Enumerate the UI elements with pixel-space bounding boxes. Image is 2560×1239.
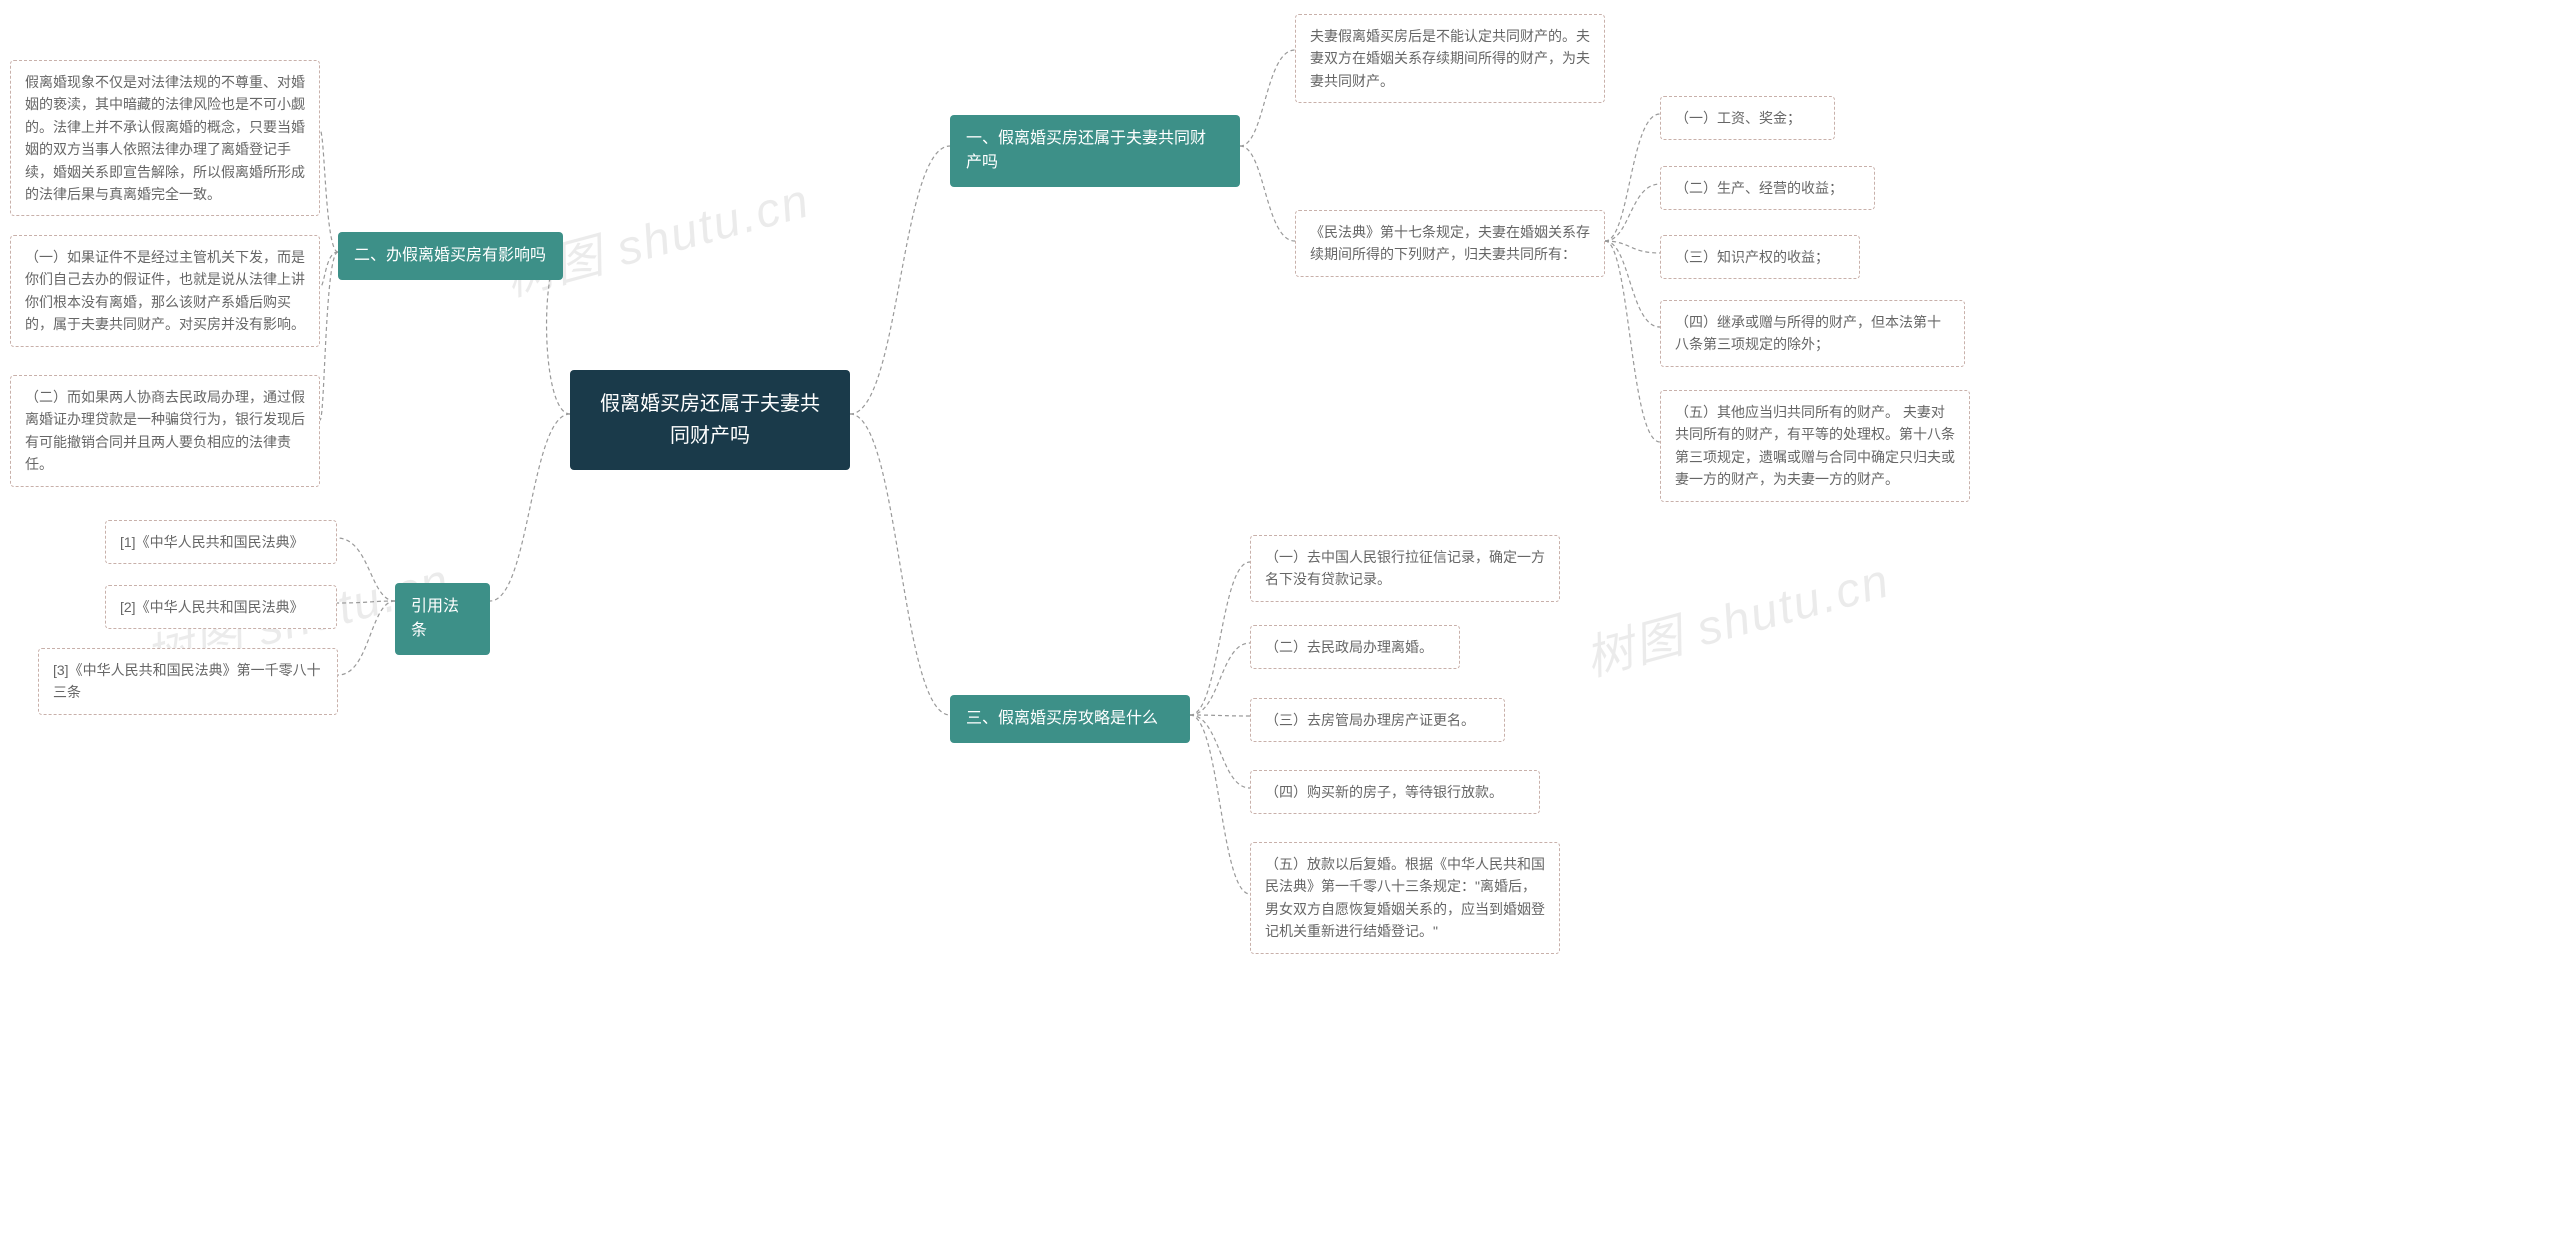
branch-section-3[interactable]: 三、假离婚买房攻略是什么: [950, 695, 1190, 743]
branch-section-1[interactable]: 一、假离婚买房还属于夫妻共同财产吗: [950, 115, 1240, 187]
leaf-b4-c3[interactable]: [3]《中华人民共和国民法典》第一千零八十三条: [38, 648, 338, 715]
leaf-b2-c2[interactable]: （一）如果证件不是经过主管机关下发，而是你们自己去办的假证件，也就是说从法律上讲…: [10, 235, 320, 347]
connector-layer: [0, 0, 2560, 1239]
leaf-b1-c2-d[interactable]: （四）继承或赠与所得的财产，但本法第十八条第三项规定的除外；: [1660, 300, 1965, 367]
leaf-b1-c2-b[interactable]: （二）生产、经营的收益；: [1660, 166, 1875, 210]
leaf-b1-c2-e[interactable]: （五）其他应当归共同所有的财产。 夫妻对共同所有的财产，有平等的处理权。第十八条…: [1660, 390, 1970, 502]
leaf-b3-c5[interactable]: （五）放款以后复婚。根据《中华人民共和国民法典》第一千零八十三条规定："离婚后，…: [1250, 842, 1560, 954]
leaf-b1-c2[interactable]: 《民法典》第十七条规定，夫妻在婚姻关系存续期间所得的下列财产，归夫妻共同所有：: [1295, 210, 1605, 277]
leaf-b1-c2-c[interactable]: （三）知识产权的收益；: [1660, 235, 1860, 279]
leaf-b2-c3[interactable]: （二）而如果两人协商去民政局办理，通过假离婚证办理贷款是一种骗贷行为，银行发现后…: [10, 375, 320, 487]
branch-section-2[interactable]: 二、办假离婚买房有影响吗: [338, 232, 563, 280]
branch-references[interactable]: 引用法条: [395, 583, 490, 655]
leaf-b3-c4[interactable]: （四）购买新的房子，等待银行放款。: [1250, 770, 1540, 814]
leaf-b3-c2[interactable]: （二）去民政局办理离婚。: [1250, 625, 1460, 669]
leaf-b3-c1[interactable]: （一）去中国人民银行拉征信记录，确定一方名下没有贷款记录。: [1250, 535, 1560, 602]
watermark: 树图 shutu.cn: [1576, 541, 1896, 690]
leaf-b1-c2-a[interactable]: （一）工资、奖金；: [1660, 96, 1835, 140]
root-node[interactable]: 假离婚买房还属于夫妻共同财产吗: [570, 370, 850, 470]
leaf-b3-c3[interactable]: （三）去房管局办理房产证更名。: [1250, 698, 1505, 742]
leaf-b4-c2[interactable]: [2]《中华人民共和国民法典》: [105, 585, 337, 629]
leaf-b2-c1[interactable]: 假离婚现象不仅是对法律法规的不尊重、对婚姻的亵渎，其中暗藏的法律风险也是不可小觑…: [10, 60, 320, 216]
leaf-b4-c1[interactable]: [1]《中华人民共和国民法典》: [105, 520, 337, 564]
leaf-b1-c1[interactable]: 夫妻假离婚买房后是不能认定共同财产的。夫妻双方在婚姻关系存续期间所得的财产，为夫…: [1295, 14, 1605, 103]
